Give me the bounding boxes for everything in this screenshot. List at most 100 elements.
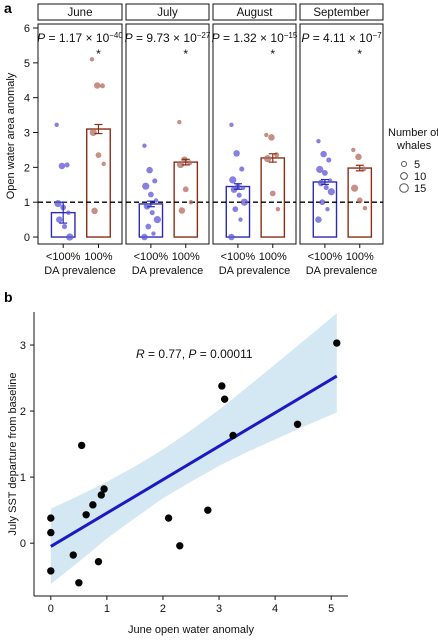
data-point [275, 206, 281, 212]
scatter-point [229, 431, 237, 440]
category-label: 100% [172, 251, 200, 263]
r-text: = 0.77, [145, 347, 189, 361]
panel-b-xtick-label: 0 [48, 603, 54, 615]
p-value-label: P = 4.11 × 10−7 [301, 31, 382, 46]
scatter-point [218, 382, 226, 390]
scatter-point [164, 514, 173, 522]
p-exponent: −7 [373, 31, 383, 40]
data-point [148, 191, 154, 198]
data-point [153, 216, 161, 224]
data-point [315, 216, 322, 223]
legend-title-line2: whales [396, 140, 432, 152]
data-point [182, 186, 189, 193]
category-sublabel: DA prevalence [306, 265, 378, 277]
scatter-point [69, 551, 77, 559]
panel-a-ytick-label: 0 [24, 232, 30, 244]
panel-a-ytick-label: 3 [24, 128, 30, 140]
category-label: <100% [308, 251, 343, 263]
data-point [146, 166, 153, 174]
legend-title-line1: Number of [388, 127, 438, 139]
facet-month-label: June [68, 7, 93, 19]
p-text: = 1.17 × 10 [45, 31, 109, 45]
category-sublabel: DA prevalence [44, 265, 116, 277]
panel-a-ytick-label: 6 [24, 23, 30, 35]
p-text: = 1.32 × 10 [220, 31, 284, 45]
data-point [238, 217, 243, 222]
facet-strip [37, 3, 123, 21]
data-point [95, 152, 102, 159]
data-point [64, 162, 70, 168]
data-point [178, 207, 186, 214]
data-point [233, 150, 240, 157]
facet-strip [212, 3, 297, 21]
p-text: = 0.00011 [196, 347, 252, 361]
data-point [145, 223, 152, 230]
data-point [54, 199, 62, 208]
facet-strip [299, 3, 384, 21]
panel-b-xtick-label: 4 [272, 603, 278, 615]
panel-b-xtick-label: 5 [328, 603, 334, 615]
p-text: = 4.11 × 10 [309, 31, 372, 45]
data-point [239, 166, 245, 172]
panel-b-ytick-label: 1 [20, 472, 26, 484]
data-point [58, 162, 66, 170]
data-point [355, 153, 362, 161]
data-point [274, 152, 280, 158]
p-exponent: −40 [109, 31, 123, 40]
data-point [320, 150, 327, 158]
confidence-band [50, 313, 337, 585]
scatter-point [47, 567, 55, 575]
category-label: <100% [221, 251, 256, 263]
data-point [268, 134, 275, 141]
data-point [152, 178, 158, 184]
data-point [66, 210, 71, 215]
scatter-point [89, 501, 97, 509]
data-point [319, 199, 326, 206]
panel-b-ytick-label: 2 [20, 406, 26, 418]
p-exponent: −27 [197, 31, 211, 40]
data-point [317, 179, 325, 187]
data-point [327, 188, 335, 196]
data-point [240, 198, 248, 206]
scatter-point [333, 339, 341, 347]
data-point [101, 161, 106, 167]
data-point [66, 233, 74, 241]
p-symbol: P [37, 31, 45, 45]
panel-a-ytick-label: 4 [24, 93, 30, 105]
significance-star: * [183, 47, 188, 61]
data-point [263, 155, 272, 163]
data-point [351, 147, 356, 153]
category-sublabel: DA prevalence [132, 265, 204, 277]
data-point [151, 231, 156, 236]
data-point [149, 210, 155, 216]
facet-month-label: August [237, 7, 274, 19]
data-point [91, 207, 98, 215]
bar-at-100 [86, 128, 111, 238]
data-point [229, 176, 237, 184]
panel-b-xtick-label: 1 [104, 603, 110, 615]
p-symbol: P [212, 31, 220, 45]
scatter-point [94, 557, 103, 566]
data-point [327, 178, 333, 183]
panel-a-ylabel: Open water area anomaly [5, 72, 17, 199]
category-label: 100% [346, 251, 374, 263]
scatter-point [293, 420, 302, 428]
legend-size-marker [399, 183, 409, 193]
p-symbol: P [301, 31, 309, 45]
data-point [176, 160, 185, 169]
data-point [56, 216, 63, 223]
correlation-annotation: R = 0.77, P = 0.00011 [136, 347, 253, 361]
significance-star: * [357, 47, 362, 61]
data-point [322, 170, 328, 176]
scatter-point [220, 395, 229, 403]
data-point [142, 143, 147, 148]
legend-size-label: 5 [414, 159, 420, 171]
data-point [362, 205, 368, 211]
significance-star: * [96, 47, 101, 61]
data-point [89, 128, 97, 137]
